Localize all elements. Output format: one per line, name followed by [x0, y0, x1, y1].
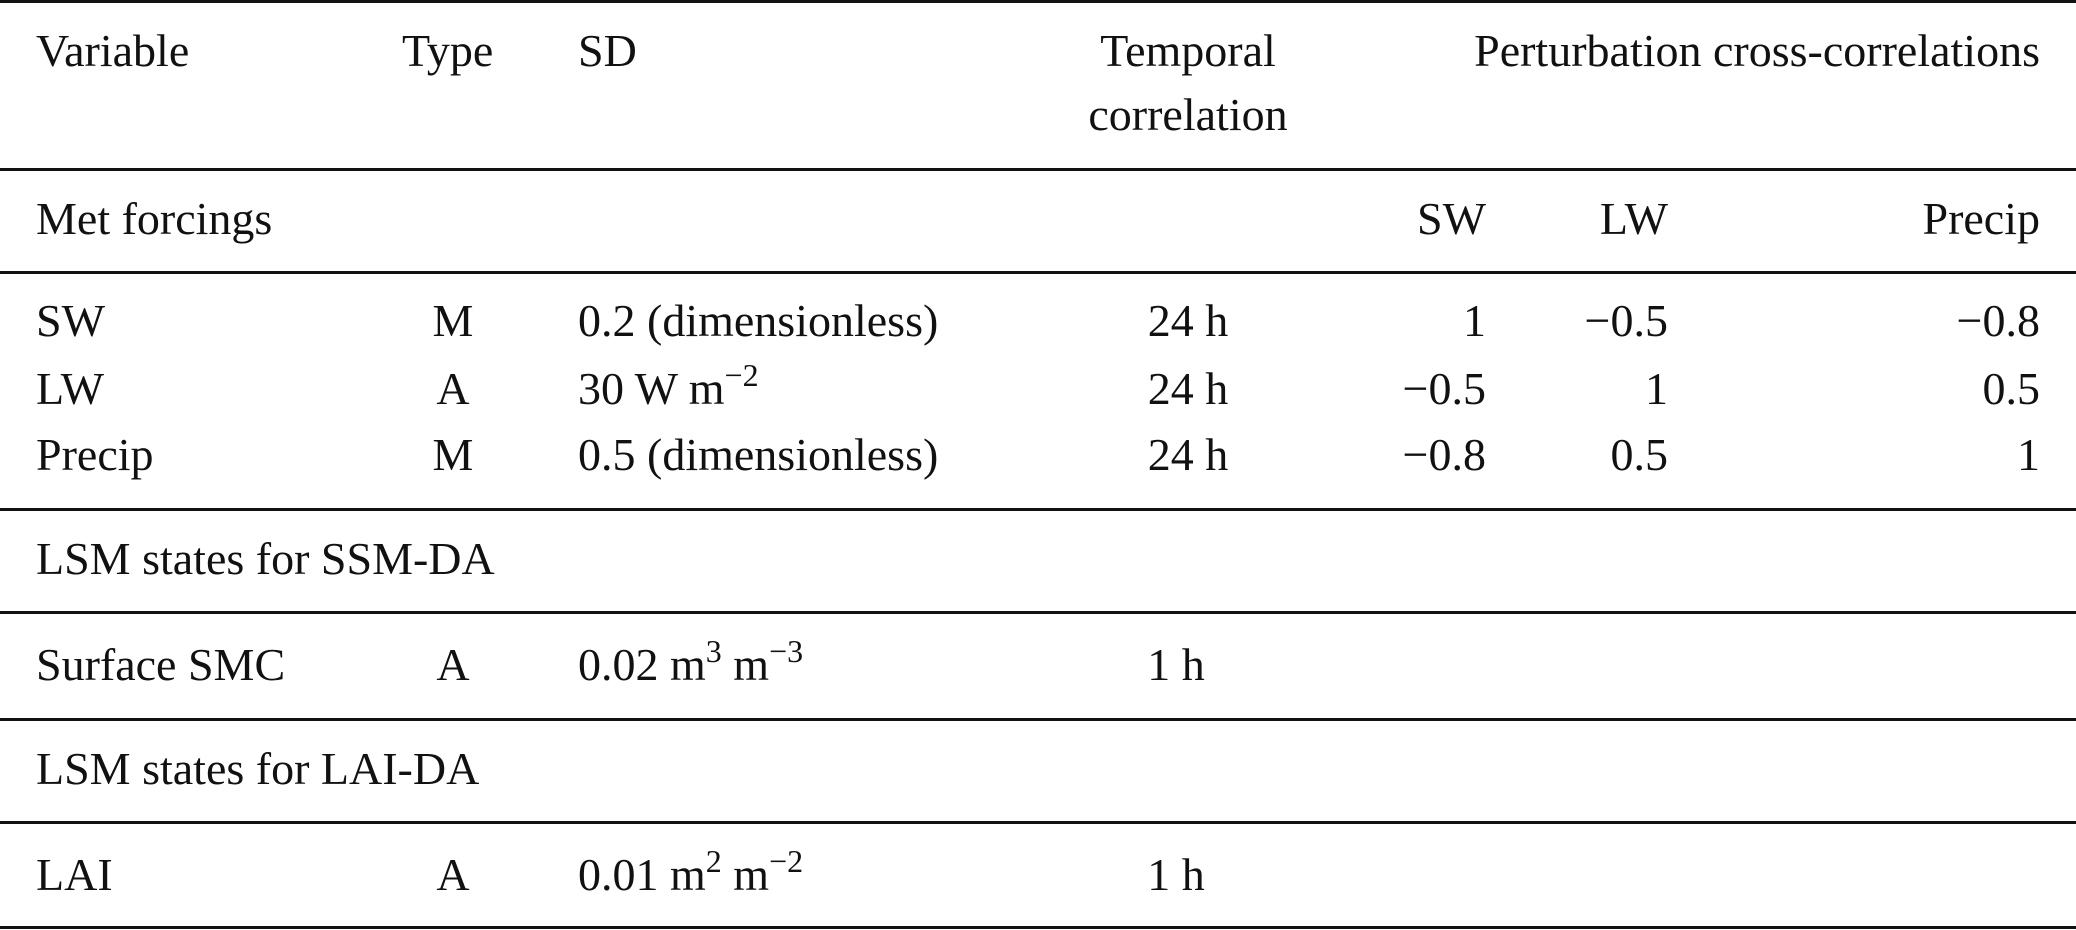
- row-lw-corr-sw: −0.5: [1402, 363, 1486, 414]
- section-title-met-forcings: Met forcings: [36, 193, 273, 244]
- row-lw-temporal: 24 h: [1147, 363, 1229, 414]
- smc-sd-exp2: −3: [769, 633, 804, 669]
- ssm-title-rule: [0, 611, 2076, 614]
- top-rule: [0, 0, 2076, 3]
- row-precip-corr-lw: 0.5: [1610, 429, 1669, 480]
- ssm-bottom-rule: [0, 718, 2076, 721]
- row-lai-sd: 0.01 m2 m−2: [578, 845, 803, 900]
- row-lai-temporal: 1 h: [1147, 849, 1205, 900]
- row-sw-temporal: 24 h: [1147, 295, 1229, 346]
- row-lw-corr-precip: 0.5: [1982, 363, 2041, 414]
- row-sw-corr-precip: −0.8: [1956, 295, 2040, 346]
- bottom-rule: [0, 926, 2076, 929]
- row-sw-variable: SW: [36, 295, 105, 346]
- smc-sd-unit2: m: [721, 639, 770, 690]
- header-rule: [0, 168, 2076, 171]
- met-subheader-rule: [0, 271, 2076, 274]
- row-precip-type: M: [432, 429, 474, 480]
- lai-sd-exp1: 2: [705, 843, 722, 879]
- section-title-ssm-da: LSM states for SSM-DA: [36, 533, 495, 584]
- header-temporal-line1: Temporal: [1100, 25, 1276, 76]
- row-lw-sd: 30 W m−2: [578, 359, 759, 414]
- row-sw-corr-lw: −0.5: [1584, 295, 1668, 346]
- row-sw-type: M: [432, 295, 474, 346]
- lai-title-rule: [0, 821, 2076, 824]
- row-surface-smc-variable: Surface SMC: [36, 639, 286, 690]
- col-header-lw: LW: [1599, 193, 1668, 244]
- col-header-sw: SW: [1417, 193, 1486, 244]
- row-precip-corr-sw: −0.8: [1402, 429, 1486, 480]
- header-variable: Variable: [36, 25, 190, 76]
- row-surface-smc-temporal: 1 h: [1147, 639, 1205, 690]
- lai-sd-value: 0.01 m: [578, 849, 706, 900]
- row-surface-smc-type: A: [436, 639, 470, 690]
- row-precip-sd: 0.5 (dimensionless): [578, 429, 939, 480]
- header-sd: SD: [578, 25, 637, 76]
- row-lw-sd-base: 30 W m: [578, 363, 725, 414]
- smc-sd-value: 0.02 m: [578, 639, 706, 690]
- row-lw-variable: LW: [36, 363, 105, 414]
- row-lw-corr-lw: 1: [1645, 363, 1668, 414]
- row-precip-variable: Precip: [36, 429, 154, 480]
- header-perturbation: Perturbation cross-correlations: [1474, 25, 2040, 76]
- header-temporal-line2: correlation: [1088, 89, 1288, 140]
- row-lw-sd-exponent: −2: [724, 357, 759, 393]
- col-header-precip: Precip: [1922, 193, 2040, 244]
- row-surface-smc-sd: 0.02 m3 m−3: [578, 635, 803, 690]
- row-lw-type: A: [436, 363, 470, 414]
- lai-sd-unit2: m: [721, 849, 770, 900]
- row-sw-sd: 0.2 (dimensionless): [578, 295, 939, 346]
- row-lai-variable: LAI: [36, 849, 113, 900]
- row-sw-corr-sw: 1: [1463, 295, 1486, 346]
- row-lai-type: A: [436, 849, 470, 900]
- smc-sd-exp1: 3: [705, 633, 722, 669]
- section-title-lai-da: LSM states for LAI-DA: [36, 743, 480, 794]
- row-precip-corr-precip: 1: [2017, 429, 2040, 480]
- met-bottom-rule: [0, 508, 2076, 511]
- row-precip-temporal: 24 h: [1147, 429, 1229, 480]
- lai-sd-exp2: −2: [769, 843, 804, 879]
- header-type: Type: [402, 25, 494, 76]
